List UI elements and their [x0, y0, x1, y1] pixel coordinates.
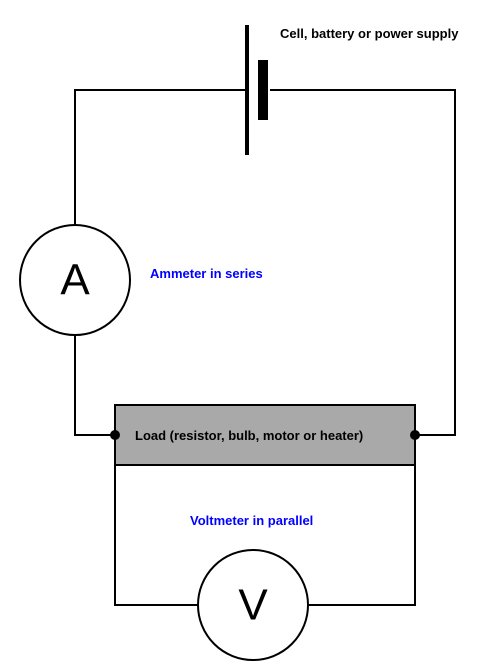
- load-label: Load (resistor, bulb, motor or heater): [135, 428, 363, 443]
- ammeter-label: Ammeter in series: [150, 266, 263, 281]
- battery-label: Cell, battery or power supply: [280, 26, 459, 41]
- circuit-diagram: A V Cell, battery or power supply Ammete…: [0, 0, 500, 670]
- wire-load-to-battery: [270, 90, 455, 435]
- ammeter-letter: A: [60, 256, 90, 305]
- voltmeter-label: Voltmeter in parallel: [190, 513, 313, 528]
- circuit-svg: A V Cell, battery or power supply Ammete…: [0, 0, 500, 670]
- voltmeter-letter: V: [238, 581, 268, 630]
- node-load-right: [410, 430, 420, 440]
- wire-top-left: [75, 90, 247, 225]
- wire-ammeter-to-load: [75, 335, 115, 435]
- node-load-left: [110, 430, 120, 440]
